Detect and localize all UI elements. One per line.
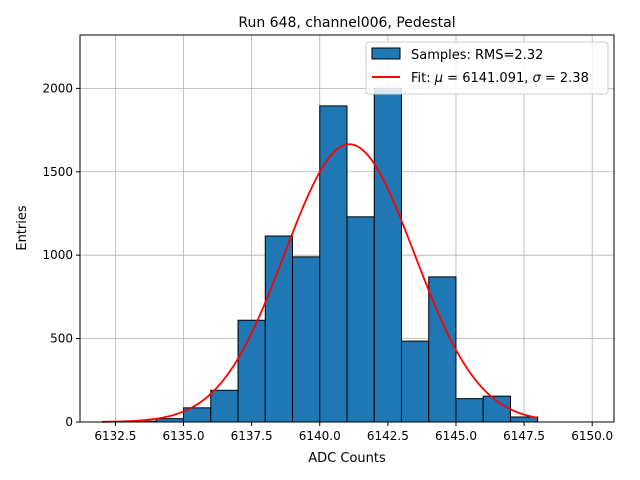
histogram-bar — [210, 389, 239, 423]
x-tick-label: 6137.5 — [231, 429, 273, 443]
legend-fit-mu-symbol: μ — [434, 71, 443, 86]
x-tick-label: 6142.5 — [367, 429, 409, 443]
plot-frame — [79, 34, 615, 423]
fit-curve-layer — [101, 143, 538, 423]
histogram-bar — [237, 319, 266, 423]
x-tick-label: 6132.5 — [94, 429, 136, 443]
histogram-bar — [373, 87, 402, 423]
x-tick-label: 6147.5 — [503, 429, 545, 443]
legend-box — [365, 41, 609, 95]
legend-histogram-label: Samples: RMS=2.32 — [411, 48, 543, 63]
histogram-bar — [400, 340, 430, 423]
y-tick-label: 1000 — [42, 248, 73, 262]
x-tick-label: 6135.0 — [163, 429, 205, 443]
y-tick-label: 0 — [65, 415, 73, 429]
x-tick-label: 6145.0 — [435, 429, 477, 443]
chart-title: Run 648, channel006, Pedestal — [238, 15, 455, 31]
y-tick-label: 500 — [50, 332, 73, 346]
histogram-bar — [155, 418, 185, 423]
legend-fit-prefix: Fit: — [411, 71, 435, 86]
histogram-bar — [292, 256, 321, 423]
x-tick-label: 6140.0 — [299, 429, 341, 443]
plot-area — [79, 34, 615, 423]
legend: Samples: RMS=2.32 Fit: μ = 6141.091, σ =… — [365, 41, 609, 95]
y-tick-label: 2000 — [42, 81, 73, 95]
y-axis-ticks: 0 500 1000 1500 2000 — [42, 81, 80, 429]
y-axis-label: Entries — [15, 205, 30, 251]
y-tick-label: 1500 — [42, 165, 73, 179]
legend-fit-sigma-symbol: σ — [533, 71, 542, 86]
x-tick-label: 6150.0 — [571, 429, 613, 443]
x-axis-label: ADC Counts — [308, 451, 386, 466]
x-axis-ticks: 6132.5 6135.0 6137.5 6140.0 6142.5 6145.0 6147… — [94, 422, 613, 443]
legend-fit-sigma-value: = 2.38 — [541, 71, 589, 86]
legend-histogram-swatch — [371, 47, 401, 60]
legend-fit-mu-value: = 6141.091, — [443, 71, 532, 86]
gaussian-fit-curve — [101, 143, 538, 423]
histogram-bar — [346, 216, 375, 423]
histogram-bar — [455, 398, 484, 423]
legend-fit-label: Fit: μ = 6141.091, σ = 2.38 — [411, 71, 589, 86]
histogram-bar — [264, 235, 294, 423]
